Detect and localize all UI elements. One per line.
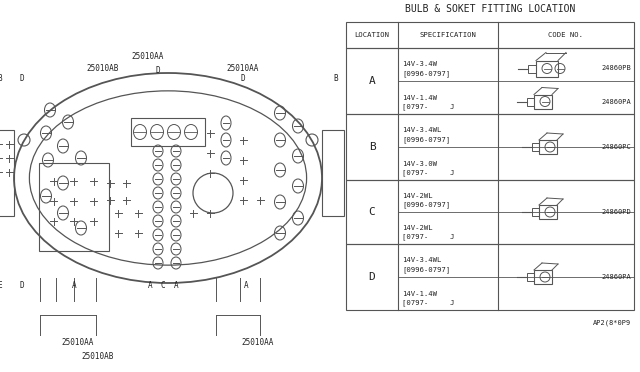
Text: 14V-2WL: 14V-2WL xyxy=(402,225,433,231)
Text: 14V-3.0W: 14V-3.0W xyxy=(402,160,437,167)
Text: BULB & SOKET FITTING LOCATION: BULB & SOKET FITTING LOCATION xyxy=(405,4,575,14)
Text: D: D xyxy=(20,74,24,83)
Text: [0996-0797]: [0996-0797] xyxy=(402,70,450,77)
Text: 25010AA: 25010AA xyxy=(132,52,164,61)
Text: [0797-     J: [0797- J xyxy=(402,169,454,176)
Bar xyxy=(346,244,634,310)
Text: 14V-3.4WL: 14V-3.4WL xyxy=(402,257,442,263)
Text: CODE NO.: CODE NO. xyxy=(548,32,584,38)
Text: 14V-1.4W: 14V-1.4W xyxy=(402,94,437,100)
Text: 25010AA: 25010AA xyxy=(227,64,259,73)
Bar xyxy=(534,94,552,109)
Bar xyxy=(527,273,534,281)
Text: B: B xyxy=(0,74,3,83)
Text: [0797-     J: [0797- J xyxy=(402,103,454,110)
Text: 25010AA: 25010AA xyxy=(242,338,274,347)
Text: [0996-0797]: [0996-0797] xyxy=(402,266,450,273)
Text: 24860PB: 24860PB xyxy=(601,65,631,71)
Bar xyxy=(346,114,634,180)
Text: A: A xyxy=(72,281,76,290)
Bar xyxy=(528,64,536,73)
Text: 24860PA: 24860PA xyxy=(601,274,631,280)
Bar xyxy=(539,140,557,154)
Text: 25010AB: 25010AB xyxy=(82,352,114,361)
Text: D: D xyxy=(369,272,376,282)
Text: C: C xyxy=(161,281,165,290)
Text: 25010AB: 25010AB xyxy=(87,64,119,73)
Text: [0996-0797]: [0996-0797] xyxy=(402,202,450,208)
Text: B: B xyxy=(369,142,376,152)
Text: 24860PA: 24860PA xyxy=(601,99,631,105)
Text: [0797-     J: [0797- J xyxy=(402,234,454,240)
Text: LOCATION: LOCATION xyxy=(355,32,390,38)
Text: A: A xyxy=(148,281,152,290)
Text: [0797-     J: [0797- J xyxy=(402,299,454,306)
Bar xyxy=(536,61,558,77)
Text: D: D xyxy=(156,66,160,75)
Text: C: C xyxy=(369,207,376,217)
Text: 25010AA: 25010AA xyxy=(62,338,94,347)
Text: A: A xyxy=(369,76,376,86)
Bar xyxy=(346,180,634,244)
Text: 14V-3.4WL: 14V-3.4WL xyxy=(402,128,442,134)
Text: E: E xyxy=(0,281,3,290)
Text: D: D xyxy=(241,74,245,83)
Bar xyxy=(346,48,634,114)
Text: A: A xyxy=(173,281,179,290)
Bar xyxy=(534,270,552,284)
Text: 24860PC: 24860PC xyxy=(601,144,631,150)
Text: A: A xyxy=(244,281,248,290)
Bar xyxy=(532,208,539,216)
Text: 14V-2WL: 14V-2WL xyxy=(402,193,433,199)
Bar xyxy=(0,130,14,216)
Text: B: B xyxy=(333,74,339,83)
Bar xyxy=(38,163,109,251)
Bar xyxy=(131,118,205,146)
Bar xyxy=(532,143,539,151)
Text: 14V-1.4W: 14V-1.4W xyxy=(402,291,437,296)
Bar xyxy=(539,205,557,219)
Text: AP2(8*0P9: AP2(8*0P9 xyxy=(593,320,631,327)
Text: D: D xyxy=(20,281,24,290)
Text: [0996-0797]: [0996-0797] xyxy=(402,136,450,143)
Bar xyxy=(322,130,344,216)
Bar xyxy=(527,97,534,106)
Bar xyxy=(346,22,634,48)
Text: SPECIFICATION: SPECIFICATION xyxy=(420,32,476,38)
Text: 24860PD: 24860PD xyxy=(601,209,631,215)
Text: 14V-3.4W: 14V-3.4W xyxy=(402,61,437,67)
